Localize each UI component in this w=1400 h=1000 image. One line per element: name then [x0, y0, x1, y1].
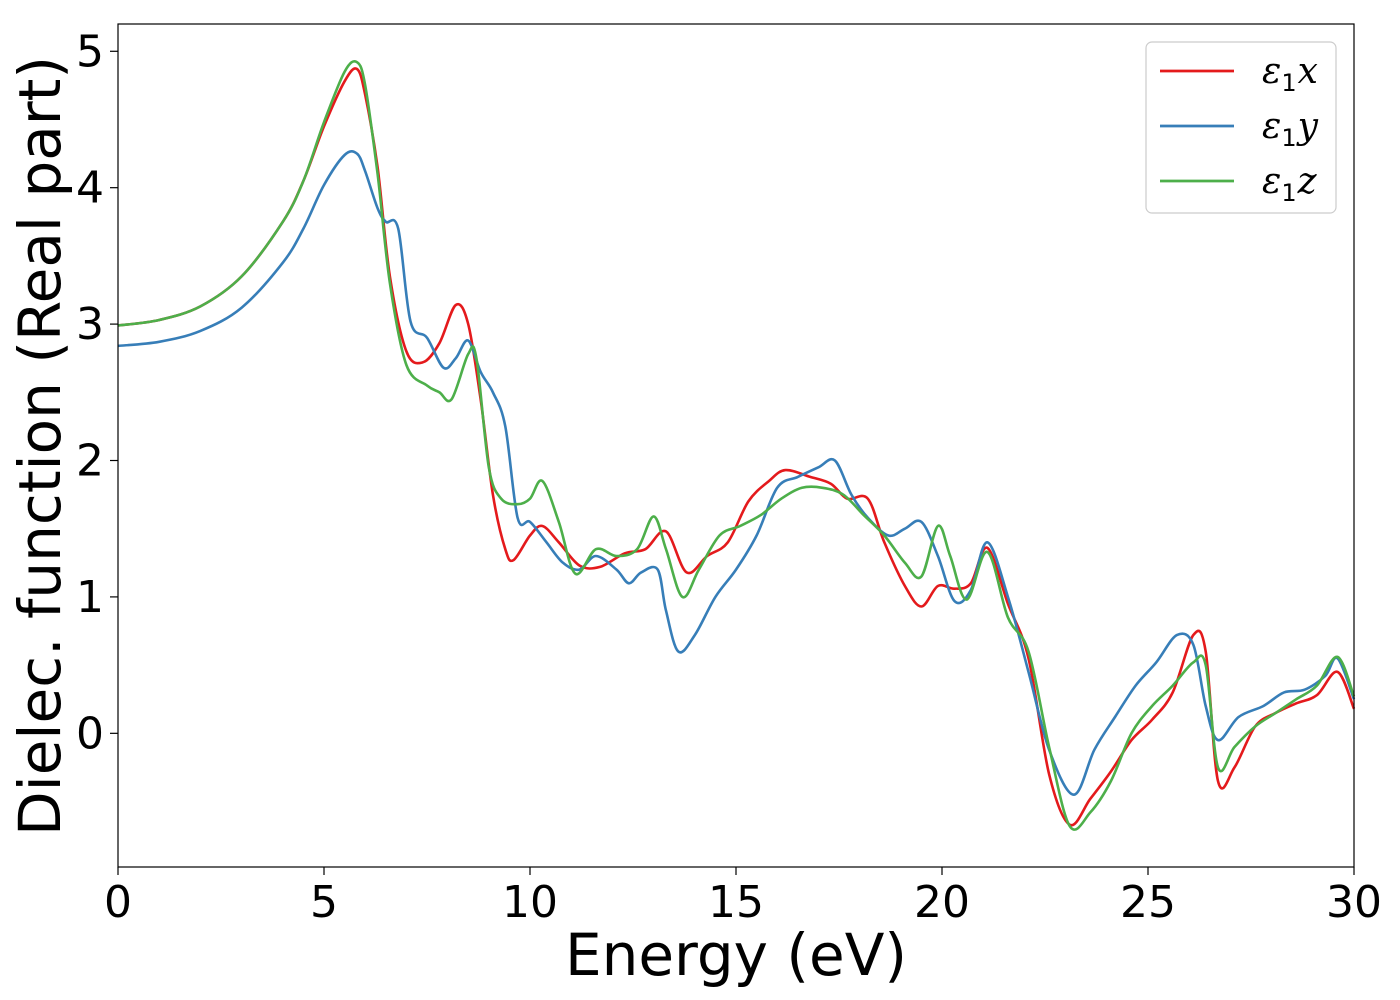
y-tick-label: 3 — [76, 299, 104, 350]
x-tick-label: 5 — [310, 877, 338, 928]
y-tick-label: 5 — [76, 26, 104, 77]
legend: ε1x ε1y ε1z — [1145, 41, 1337, 214]
x-tick-label: 15 — [708, 877, 764, 928]
legend-label-e1y: ε1y — [1262, 106, 1319, 152]
y-tick-label: 0 — [76, 708, 104, 759]
y-axis-title: Dielec. function (Real part) — [6, 56, 74, 836]
y-tick-label: 1 — [76, 572, 104, 623]
x-axis-title: Energy (eV) — [565, 921, 907, 989]
x-tick-label: 20 — [914, 877, 970, 928]
x-tick-label: 0 — [104, 877, 132, 928]
x-tick-label: 10 — [502, 877, 558, 928]
y-axis: 0 1 2 3 4 5 — [76, 26, 118, 759]
legend-label-e1z: ε1z — [1262, 161, 1318, 207]
x-tick-label: 30 — [1326, 877, 1382, 928]
series-line-e1y — [117, 150, 1356, 796]
x-axis: 0 5 10 15 20 25 30 — [104, 867, 1382, 928]
y-tick-label: 4 — [76, 163, 104, 214]
legend-label-e1x: ε1x — [1262, 51, 1318, 97]
x-tick-label: 25 — [1120, 877, 1176, 928]
legend-box — [1145, 41, 1337, 214]
y-tick-label: 2 — [76, 436, 104, 487]
series-layer — [117, 60, 1356, 831]
series-line-e1z — [117, 60, 1356, 831]
